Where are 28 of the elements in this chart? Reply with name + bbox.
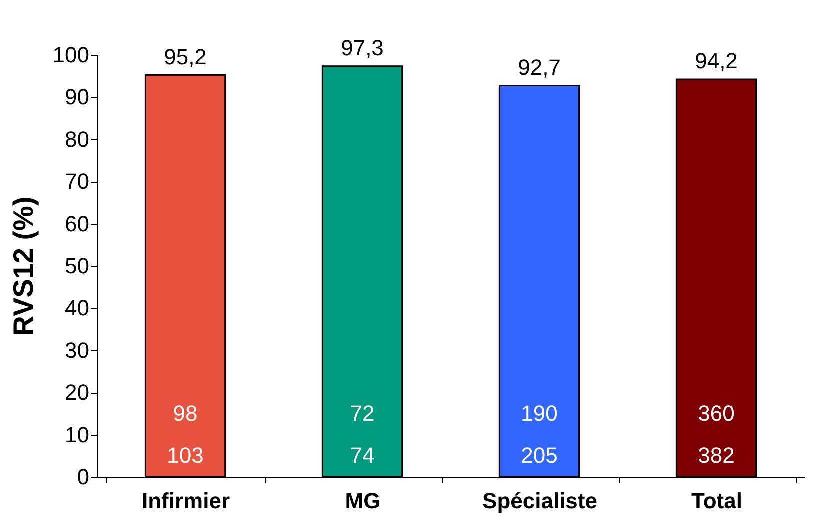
- annotation: 72: [350, 401, 375, 426]
- data-label: 95,2: [164, 44, 207, 70]
- y-tick-label: 90: [65, 84, 90, 110]
- y-tick-label: 80: [65, 126, 90, 152]
- annotation: 98: [173, 401, 198, 426]
- y-tick-label: 0: [77, 464, 90, 490]
- annotation: 74: [350, 443, 375, 468]
- data-label: 92,7: [518, 54, 561, 80]
- y-axis-title: RVS12 (%): [8, 196, 39, 336]
- y-tick-label: 50: [65, 254, 90, 278]
- annotation: 360: [698, 401, 735, 426]
- data-label: 94,2: [695, 48, 738, 74]
- y-tick-label: 20: [65, 380, 90, 406]
- x-tick-label: Spécialiste: [482, 488, 598, 514]
- x-tick-label: Infirmier: [142, 488, 230, 514]
- y-tick-label: 60: [65, 211, 90, 236]
- x-tick-label: Total: [692, 488, 742, 514]
- y-tick-label: 10: [65, 422, 90, 448]
- y-tick-label: 70: [65, 169, 90, 194]
- y-tick-label: 100: [52, 42, 90, 68]
- annotation: 205: [521, 443, 558, 468]
- data-label: 97,3: [341, 35, 384, 60]
- y-tick-label: 30: [65, 338, 90, 363]
- annotation: 382: [698, 443, 735, 468]
- x-tick-label: MG: [345, 488, 381, 514]
- y-tick-label: 40: [65, 296, 90, 321]
- annotation: 190: [521, 401, 558, 426]
- annotation: 103: [167, 443, 204, 468]
